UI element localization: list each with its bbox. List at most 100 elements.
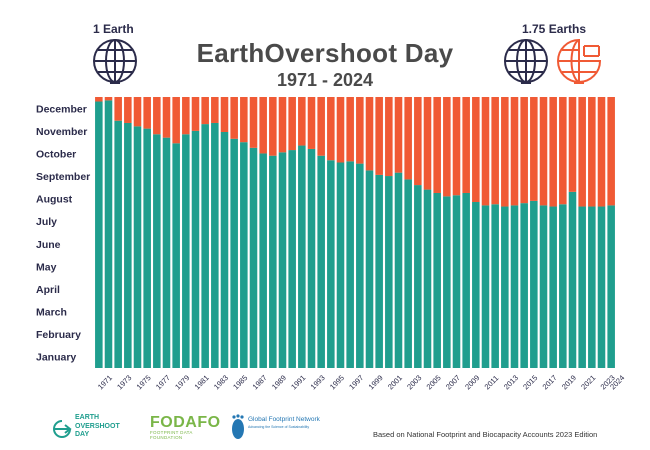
- year-label-2013: 2013: [502, 373, 520, 391]
- bar-overshoot-remainder-2020: [568, 97, 577, 192]
- global-footprint-network-logo: Global Footprint Network Advancing the S…: [230, 412, 340, 444]
- bar-overshoot-remainder-2007: [443, 97, 451, 197]
- bars-group: [95, 97, 615, 369]
- month-axis: January February March April May June July Augu…: [36, 103, 90, 363]
- year-label-1973: 1973: [115, 373, 133, 391]
- bar-overshoot-remainder-2011: [481, 97, 490, 206]
- bar-overshoot-remainder-1982: [201, 97, 209, 125]
- bar-overshoot-remainder-1977: [153, 97, 161, 135]
- month-label-october: October: [36, 148, 76, 160]
- bar-overshoot-remainder-2017: [539, 97, 548, 206]
- year-label-1997: 1997: [347, 373, 365, 391]
- bar-overshoot-remainder-2024: [607, 97, 615, 206]
- bar-overshoot-day-1978: [162, 137, 171, 368]
- bar-overshoot-day-2023: [597, 206, 606, 368]
- partial-globe-icon: [557, 38, 602, 84]
- bar-overshoot-day-2008: [452, 195, 461, 368]
- bar-overshoot-day-2019: [559, 204, 567, 368]
- bar-overshoot-remainder-1997: [346, 97, 354, 162]
- bar-overshoot-day-1981: [191, 130, 200, 369]
- bar-overshoot-remainder-1975: [133, 97, 142, 127]
- month-label-september: September: [36, 171, 90, 183]
- bar-overshoot-remainder-2010: [472, 97, 480, 203]
- bar-overshoot-day-2003: [404, 179, 412, 368]
- bar-overshoot-day-1974: [124, 122, 132, 368]
- month-label-july: July: [36, 216, 57, 228]
- year-label-1985: 1985: [231, 373, 249, 391]
- bar-overshoot-remainder-1972: [104, 97, 113, 101]
- bar-overshoot-day-1990: [278, 152, 287, 368]
- bar-overshoot-remainder-2016: [530, 97, 538, 201]
- bar-overshoot-day-1992: [298, 145, 306, 368]
- one-point-seventy-five-earths-label: 1.75 Earths: [522, 22, 587, 36]
- year-label-2011: 2011: [483, 374, 501, 392]
- bar-overshoot-remainder-1980: [182, 97, 190, 135]
- bar-overshoot-day-2005: [423, 189, 432, 368]
- bar-overshoot-remainder-2022: [588, 97, 596, 207]
- bar-overshoot-day-2022: [588, 206, 596, 368]
- bar-overshoot-day-1984: [220, 132, 229, 368]
- logo-eod-line-3: DAY: [75, 431, 90, 438]
- bar-overshoot-day-1975: [133, 126, 142, 368]
- bar-overshoot-day-2017: [539, 205, 548, 368]
- bar-overshoot-day-1989: [269, 155, 277, 368]
- bar-overshoot-remainder-2000: [375, 97, 383, 175]
- bar-overshoot-remainder-2008: [452, 97, 461, 196]
- bar-overshoot-remainder-1998: [356, 97, 364, 164]
- chart-subtitle: 1971 - 2024: [276, 70, 374, 90]
- month-label-april: April: [36, 284, 60, 296]
- bar-overshoot-day-2018: [549, 206, 557, 368]
- arrow-loop-icon: [53, 420, 72, 438]
- bar-overshoot-day-1977: [153, 134, 161, 368]
- month-label-january: January: [36, 352, 76, 364]
- bar-overshoot-remainder-1993: [307, 97, 316, 149]
- month-label-november: November: [36, 126, 87, 138]
- bar-overshoot-remainder-1999: [365, 97, 374, 171]
- bar-overshoot-remainder-2013: [501, 97, 509, 207]
- year-label-2003: 2003: [405, 373, 423, 391]
- bar-overshoot-remainder-1995: [327, 97, 335, 161]
- month-label-august: August: [36, 194, 73, 206]
- bar-overshoot-remainder-2014: [510, 97, 519, 206]
- bar-overshoot-day-2010: [472, 202, 480, 368]
- bar-overshoot-day-2004: [414, 185, 422, 368]
- footprint-icon: [232, 414, 244, 439]
- year-label-2015: 2015: [521, 373, 539, 391]
- bar-overshoot-day-1976: [143, 128, 151, 368]
- bar-overshoot-day-1996: [336, 162, 345, 368]
- bar-overshoot-day-2012: [491, 204, 499, 368]
- year-label-1993: 1993: [309, 373, 327, 391]
- year-label-2019: 2019: [560, 373, 578, 391]
- bar-overshoot-remainder-1983: [211, 97, 219, 123]
- gfn-name: Global Footprint Network: [248, 416, 320, 423]
- bar-overshoot-remainder-2015: [520, 97, 528, 204]
- bar-overshoot-day-2015: [520, 203, 528, 368]
- bar-overshoot-remainder-1989: [269, 97, 277, 156]
- bar-overshoot-remainder-1976: [143, 97, 151, 129]
- bar-overshoot-remainder-1984: [220, 97, 229, 132]
- bar-overshoot-remainder-1988: [259, 97, 267, 154]
- month-label-december: December: [36, 103, 87, 115]
- bar-overshoot-day-2020: [568, 191, 577, 368]
- chart-title: EarthOvershoot Day: [196, 38, 454, 68]
- bar-overshoot-day-1991: [288, 150, 296, 368]
- bar-overshoot-remainder-2012: [491, 97, 499, 205]
- bar-overshoot-remainder-2009: [462, 97, 470, 193]
- globe-icon: [93, 39, 137, 84]
- year-label-2007: 2007: [444, 373, 462, 391]
- year-label-1971: 1971: [96, 373, 114, 391]
- bar-overshoot-day-2011: [481, 205, 490, 368]
- bar-overshoot-remainder-2019: [559, 97, 567, 205]
- month-label-february: February: [36, 329, 81, 341]
- bar-overshoot-remainder-1979: [172, 97, 180, 144]
- year-label-1975: 1975: [135, 373, 153, 391]
- year-label-2005: 2005: [425, 373, 443, 391]
- bar-overshoot-day-1979: [172, 143, 180, 368]
- bar-overshoot-remainder-1971: [95, 97, 103, 102]
- year-label-2009: 2009: [463, 373, 481, 391]
- gfn-tagline: Advancing the Science of Sustainability: [248, 424, 310, 429]
- bar-overshoot-remainder-1996: [336, 97, 345, 163]
- bar-overshoot-day-2006: [433, 192, 441, 368]
- bar-overshoot-day-2016: [530, 200, 538, 368]
